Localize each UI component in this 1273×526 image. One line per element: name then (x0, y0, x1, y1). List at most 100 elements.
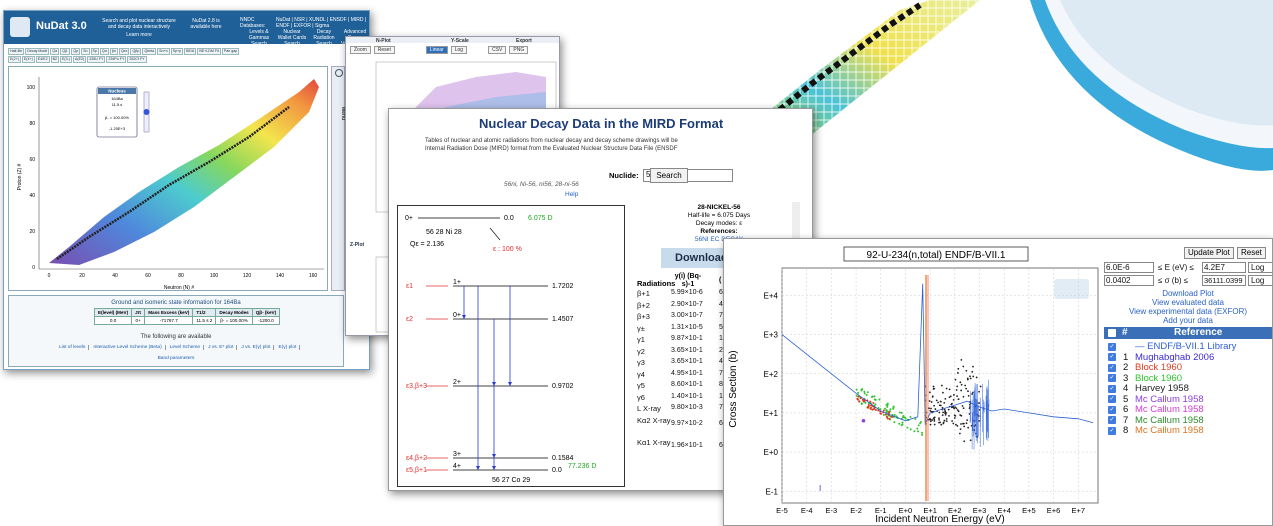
available-link[interactable]: List of levels (59, 345, 90, 350)
wallet-cards-link[interactable]: Nuclear Wallet Cards Search (277, 29, 307, 47)
zoom-button[interactable]: Zoom (350, 46, 371, 54)
sigma-max-input[interactable]: 36111.0399 (1204, 276, 1243, 285)
reference-row[interactable]: ✓ 3 Block 1960 (1108, 373, 1182, 384)
reset-plot-button[interactable]: Reset (373, 46, 395, 54)
update-plot-button[interactable]: Update Plot (1184, 247, 1234, 259)
property-tab[interactable]: Qβp (130, 48, 142, 55)
available-link[interactable]: J vs. E(γ) plot (241, 345, 275, 350)
available-link[interactable]: E(γ) plot (278, 345, 301, 350)
radiation-name: β+1 (637, 289, 650, 298)
select-all-checkbox[interactable] (1108, 329, 1116, 337)
property-tab[interactable]: E(4+) (21, 56, 35, 63)
property-tab[interactable]: Half-life (8, 48, 25, 55)
reference-row[interactable]: ✓ 7 Mc Callum 1958 (1108, 415, 1204, 426)
energy-min-input[interactable]: 6.0E-6 (1106, 263, 1130, 272)
reference-checkbox[interactable]: ✓ (1108, 342, 1116, 351)
reference-name: Block 1960 (1135, 362, 1183, 373)
reference-row[interactable]: ✓ 5 Mc Callum 1958 (1108, 394, 1204, 405)
property-tab[interactable]: Sp+p (170, 48, 184, 55)
property-tab[interactable]: Decay Mode (25, 48, 50, 55)
view-experimental-link[interactable]: View experimental data (EXFOR) (1128, 307, 1248, 316)
reference-checkbox[interactable]: ✓ (1108, 395, 1116, 403)
property-tab[interactable]: E4/E2 (35, 56, 50, 63)
sigma-scale-select[interactable]: Log (1251, 276, 1265, 285)
property-tab[interactable]: Qec (118, 48, 130, 55)
exp-point (950, 406, 953, 409)
exp-point (933, 418, 936, 421)
property-tab[interactable]: Sp (90, 48, 99, 55)
reference-row[interactable]: ✓ 2 Block 1960 (1108, 362, 1182, 373)
levels-gammas-link[interactable]: Levels & Gammas Search (248, 29, 270, 47)
exp-point (863, 390, 866, 393)
reference-row[interactable]: ✓ — ENDF/B-VII.1 Library (1108, 341, 1236, 352)
property-tab[interactable]: Pair gap (221, 48, 240, 55)
property-tab[interactable]: Qp (71, 48, 81, 55)
property-tab[interactable]: 239Pu FY (106, 56, 127, 63)
menu-toggle-icon[interactable] (335, 69, 343, 77)
png-button[interactable]: PNG (509, 46, 529, 54)
help-link[interactable]: Help (565, 191, 579, 198)
decay-radiation-link[interactable]: Decay Radiation Search (313, 29, 335, 47)
property-tab[interactable]: Sn (81, 48, 90, 55)
reference-name: Mc Callum 1958 (1135, 414, 1204, 426)
info-ref-link[interactable]: 56NI EC DECAY (694, 236, 744, 243)
menu-sidebar[interactable]: Menu (331, 66, 346, 291)
reference-checkbox[interactable]: ✓ (1108, 416, 1116, 424)
property-tab[interactable]: BE/A (184, 48, 197, 55)
property-tab[interactable]: Qα (50, 48, 60, 55)
energy-max-input[interactable]: 4.2E7 (1204, 263, 1225, 272)
add-data-link[interactable]: Add your data (1163, 316, 1213, 325)
energy-scale-select[interactable]: Log (1251, 263, 1265, 272)
property-tab[interactable]: Δ(E2) (72, 56, 87, 63)
property-tab[interactable]: Sn+n (157, 48, 170, 55)
property-tabs-row2: E(2+) E(4+) E4/E2 B2 E(3-) Δ(E2) 235U FY 239Pu … (8, 56, 147, 63)
property-tab[interactable]: B2 (50, 56, 59, 63)
reference-checkbox[interactable]: ✓ (1108, 374, 1116, 382)
download-plot-link[interactable]: Download Plot (1162, 289, 1214, 298)
linear-button[interactable]: Linear (425, 46, 448, 54)
property-tab[interactable]: Qβ- (60, 48, 71, 55)
view-evaluated-link[interactable]: View evaluated data (1152, 298, 1224, 307)
exp-point (971, 370, 974, 373)
reference-row[interactable]: ✓ 8 Mc Callum 1958 (1108, 425, 1204, 436)
property-tab[interactable]: 252Cf FY (127, 56, 147, 63)
parent-energy: 0.0 (504, 215, 514, 222)
property-tab[interactable]: Qα (99, 48, 109, 55)
sigma-min-input[interactable]: 0.0402 (1106, 276, 1131, 285)
available-link[interactable]: J vs. E* plot (208, 345, 238, 350)
nndc-links[interactable]: NuDat | NSR | XUNDL | ENSDF | MIRD | END… (276, 17, 367, 29)
radiation-yield: 8.60×10-1 (671, 381, 703, 388)
log-button[interactable]: Log (450, 46, 468, 54)
search-button[interactable]: Search (650, 168, 688, 183)
csv-button[interactable]: CSV (488, 46, 507, 54)
reference-checkbox[interactable]: ✓ (1108, 426, 1116, 435)
nudat-x-ticks: 0 20 40 60 80 100 120 140 160 (48, 273, 318, 279)
reference-checkbox[interactable]: ✓ (1108, 384, 1116, 393)
learn-more-link[interactable]: Learn more (126, 32, 152, 38)
reference-checkbox[interactable]: ✓ (1108, 405, 1116, 414)
reference-checkbox[interactable]: ✓ (1108, 353, 1116, 361)
property-tab[interactable]: βn (109, 48, 118, 55)
property-tab[interactable]: E(2+) (8, 56, 21, 63)
band-parameters-link[interactable]: Band parameters (157, 356, 195, 361)
reference-header: # Reference (1104, 327, 1272, 339)
reference-checkbox[interactable]: ✓ (1108, 363, 1116, 372)
gamma-arrowhead (492, 454, 496, 458)
reference-row[interactable]: ✓ 6 Mc Callum 1958 (1108, 404, 1204, 415)
nudat-28-link[interactable]: NuDat 2.8 is available here (190, 18, 222, 30)
property-tab[interactable]: 235U FY (87, 56, 106, 63)
exp-point (898, 422, 901, 425)
property-tab[interactable]: E(3-) (59, 56, 72, 63)
header-tagline[interactable]: Search and plot nuclear structure and de… (102, 18, 176, 30)
available-link[interactable]: Level Scheme (170, 345, 205, 350)
property-tab[interactable]: BE+LDM Fit (197, 48, 221, 55)
exp-point (863, 399, 866, 402)
exp-point (956, 385, 959, 388)
property-tab[interactable]: Qbeta (142, 48, 157, 55)
chart-of-nuclides[interactable]: Nucleus 164Ba 11.5 s β- = 100.00% -1.20E… (9, 67, 329, 292)
available-link[interactable]: Interactive Level Scheme (Beta) (93, 345, 166, 350)
reference-row[interactable]: ✓ 4 Harvey 1958 (1108, 383, 1189, 394)
reference-row[interactable]: ✓ 1 Mughabghab 2006 (1108, 352, 1214, 363)
reset-button[interactable]: Reset (1237, 247, 1266, 259)
zoom-slider-handle[interactable] (143, 109, 150, 115)
